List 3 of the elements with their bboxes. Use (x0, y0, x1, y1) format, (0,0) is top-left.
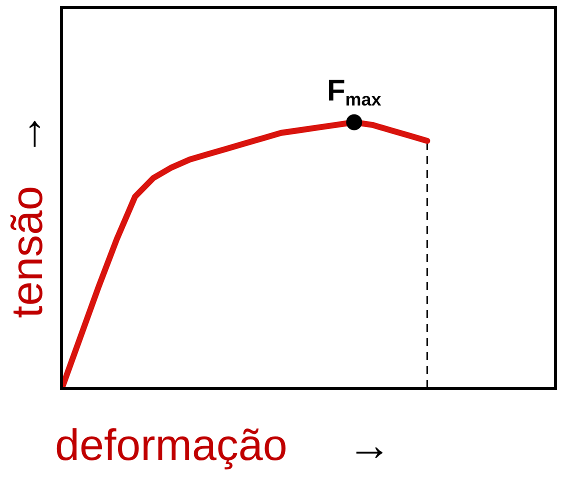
annotation: F$_{max}$ (326, 74, 382, 110)
y-axis-title: tensão → (3, 112, 52, 318)
text: deformação → (55, 421, 392, 470)
